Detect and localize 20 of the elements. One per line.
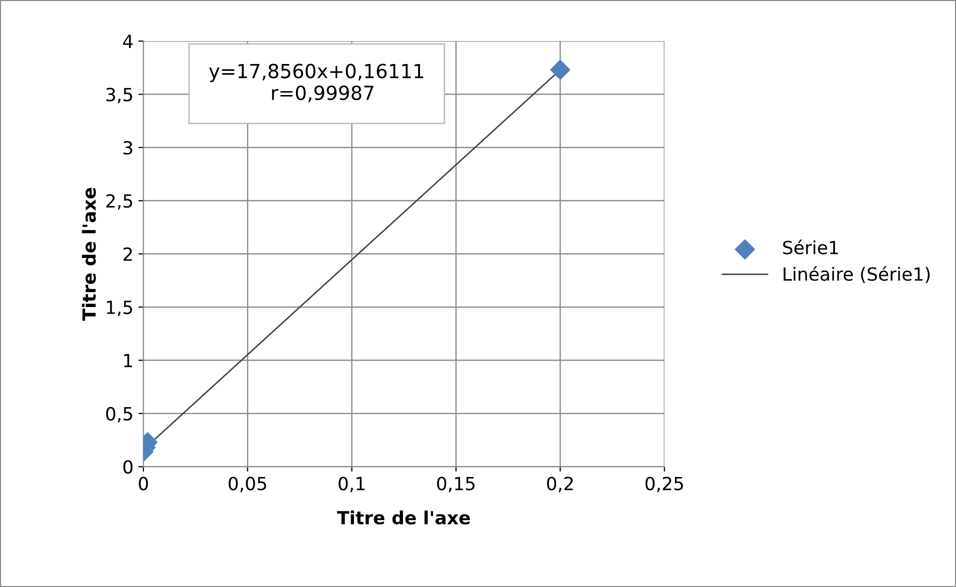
- y-tick-label: 1,5: [106, 300, 132, 316]
- legend-label: Linéaire (Série1): [784, 266, 930, 284]
- x-tick-label: 0,2: [547, 476, 573, 492]
- y-tick-label: 2: [124, 247, 132, 261]
- x-tick-label: 0,05: [228, 476, 266, 492]
- y-tick-label: 1: [124, 354, 132, 368]
- annotation: y=17,8560x+0,16111 r=0,99987: [209, 64, 424, 102]
- x-tick-label: 0,1: [338, 476, 364, 492]
- y-tick-label: 3: [124, 140, 132, 155]
- y-tick-label: 0,5: [106, 406, 132, 422]
- legend-label: Série1: [783, 240, 838, 254]
- y-axis-title: Titre de l'axe: [82, 188, 96, 321]
- y-tick-label: 3,5: [106, 88, 132, 104]
- y-tick-label: 2,5: [106, 194, 132, 210]
- y-tick-label: 4: [123, 34, 133, 48]
- y-tick-label: 0: [123, 460, 132, 474]
- x-tick-label: 0,15: [437, 476, 475, 492]
- x-tick-label: 0,25: [646, 476, 683, 492]
- x-axis-title: Titre de l'axe: [337, 510, 470, 525]
- x-tick-label: 0: [138, 476, 148, 490]
